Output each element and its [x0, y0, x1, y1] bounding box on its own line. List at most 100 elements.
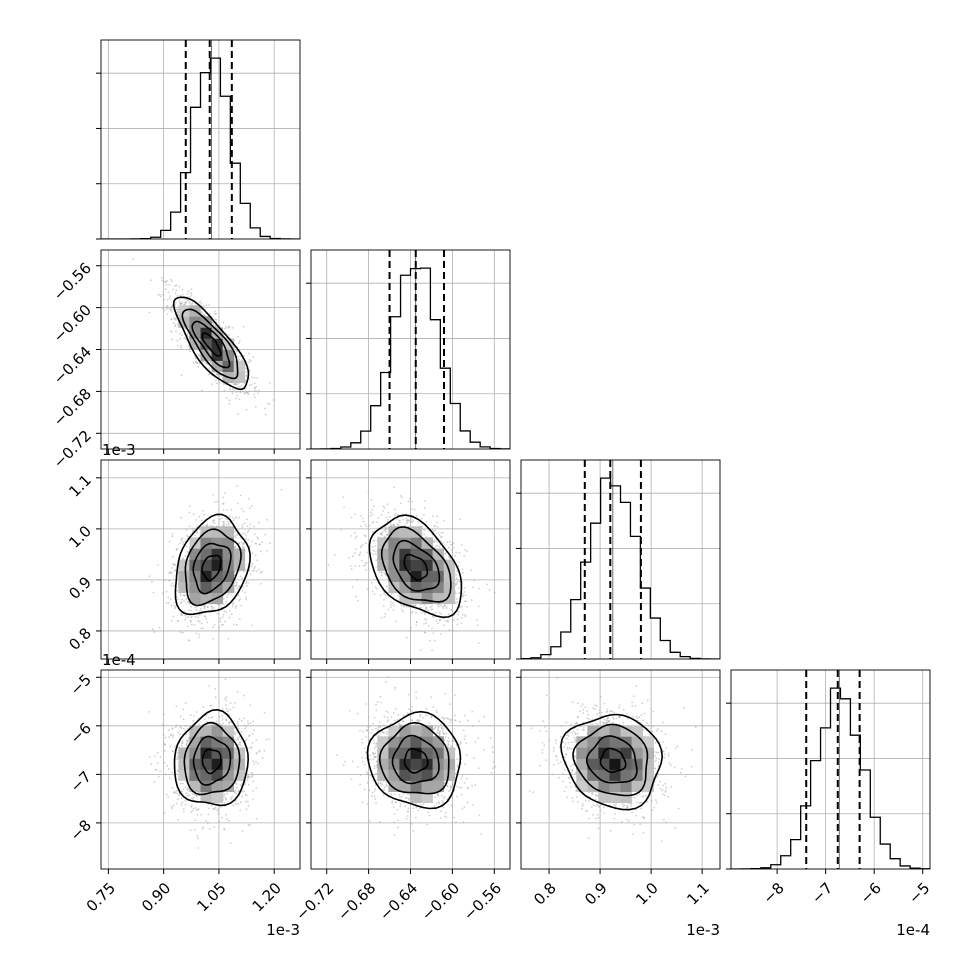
sample-point [225, 708, 228, 710]
sample-point [241, 577, 244, 579]
sample-point [436, 515, 439, 518]
sample-point [166, 305, 169, 308]
sample-point [255, 761, 257, 763]
sample-point [190, 616, 192, 619]
sample-point [423, 500, 426, 502]
sample-point [454, 554, 456, 557]
sample-point [234, 383, 237, 386]
sample-point [190, 288, 193, 291]
density-cell [410, 548, 422, 560]
sample-point [234, 545, 237, 548]
density-contour [368, 514, 463, 619]
panel-frame [100, 39, 301, 240]
sample-point [171, 533, 174, 535]
sample-point [242, 543, 245, 546]
sample-point [364, 523, 367, 526]
sample-point [477, 642, 480, 644]
sample-point [459, 518, 461, 521]
sample-point [375, 559, 377, 562]
sample-point [354, 513, 356, 516]
sample-point [239, 575, 242, 578]
sample-point [470, 569, 472, 572]
sample-point [431, 627, 433, 630]
sample-point [174, 292, 177, 295]
sample-point [167, 291, 170, 294]
sample-point [159, 293, 161, 296]
sample-point [280, 488, 283, 491]
sample-point [175, 548, 178, 551]
sample-point [166, 313, 169, 315]
sample-point [214, 696, 217, 699]
sample-point [458, 591, 460, 594]
sample-point [371, 521, 374, 524]
sample-point [251, 776, 254, 778]
sample-point [216, 500, 219, 503]
sample-point [182, 541, 185, 543]
sample-point [461, 613, 464, 616]
sample-point [235, 397, 238, 400]
sample-point [353, 552, 356, 555]
sample-point [241, 545, 244, 548]
sample-point [189, 350, 191, 353]
sample-point [203, 513, 206, 516]
sample-point [463, 555, 466, 557]
sample-point [380, 514, 383, 516]
sample-point [188, 525, 191, 528]
sample-point [354, 564, 357, 567]
sample-point [240, 730, 243, 733]
sample-point [252, 356, 255, 359]
sample-point [226, 520, 229, 523]
sample-point [365, 525, 368, 528]
sample-point [387, 608, 390, 611]
sample-point [351, 586, 354, 588]
sample-point [183, 600, 186, 602]
sample-point [246, 531, 249, 534]
sample-point [402, 610, 405, 613]
density-contour [392, 539, 441, 592]
sample-point [195, 357, 197, 360]
sample-point [235, 786, 238, 789]
density-cell [222, 338, 234, 350]
sample-point [202, 706, 205, 708]
sample-point [152, 591, 155, 594]
sample-point [394, 508, 396, 511]
sample-point [254, 396, 256, 399]
sample-point [253, 533, 256, 536]
sample-point [384, 528, 387, 530]
sample-point [235, 803, 238, 805]
sample-point [232, 804, 234, 807]
sample-point [170, 604, 173, 607]
sample-point [164, 773, 167, 776]
density-cell [222, 581, 234, 593]
sample-point [443, 624, 446, 627]
sample-point [399, 502, 402, 505]
panel-frame [100, 459, 301, 660]
sample-point [231, 326, 234, 329]
sample-point [231, 390, 234, 393]
sample-point [251, 742, 254, 744]
sample-point [163, 310, 166, 312]
sample-point [246, 584, 248, 587]
sample-point [181, 631, 184, 634]
sample-point [457, 565, 460, 567]
sample-point [165, 305, 168, 307]
sample-point [248, 369, 251, 371]
density-cell [443, 592, 456, 605]
density-cell [189, 581, 201, 593]
sample-point [185, 744, 188, 747]
sample-point [214, 318, 217, 320]
density-cell [410, 559, 422, 571]
sample-point [232, 602, 235, 604]
sample-point [455, 583, 458, 586]
sample-point [431, 649, 433, 652]
density-cell [200, 349, 212, 361]
sample-point [176, 590, 179, 592]
sample-point [246, 518, 248, 521]
sample-point [181, 538, 184, 541]
sample-point [379, 594, 382, 597]
sample-point [406, 519, 409, 522]
sample-point [228, 616, 231, 619]
sample-point [423, 513, 425, 516]
sample-point [237, 725, 239, 728]
density-cell [222, 526, 234, 538]
